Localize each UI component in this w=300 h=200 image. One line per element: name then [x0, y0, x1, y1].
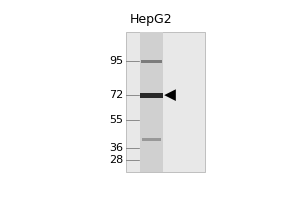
Polygon shape: [164, 89, 176, 101]
Bar: [126, 32, 205, 172]
Bar: [140, 32, 163, 172]
Text: 28: 28: [109, 155, 124, 165]
Text: HepG2: HepG2: [130, 13, 173, 26]
Bar: [140, 93, 163, 98]
Bar: [141, 60, 162, 63]
Bar: [142, 138, 161, 141]
Text: 36: 36: [110, 143, 124, 153]
Text: 55: 55: [110, 115, 124, 125]
Text: 72: 72: [109, 90, 124, 100]
Text: 95: 95: [110, 56, 124, 66]
